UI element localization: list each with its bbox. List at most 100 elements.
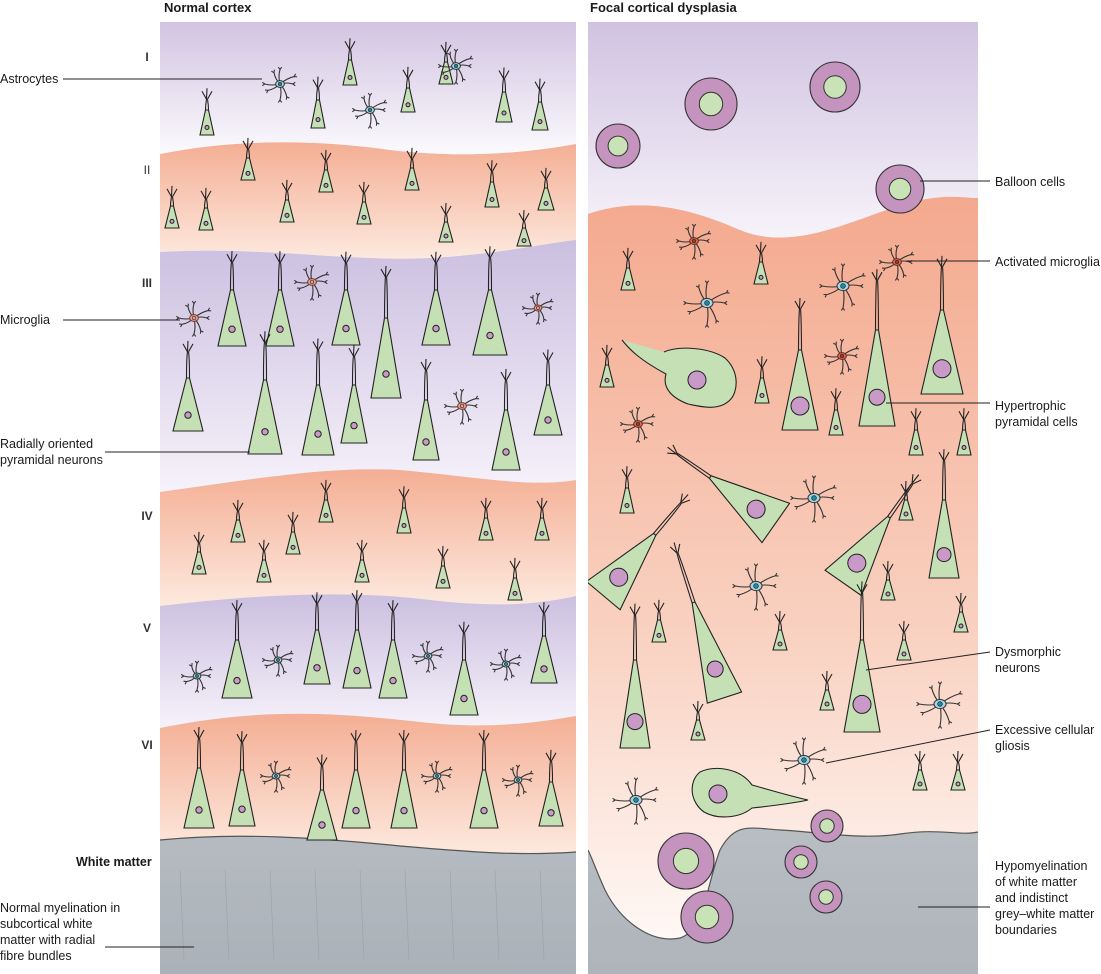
pyramidal-neuron <box>491 368 521 471</box>
reactive-astrocyte <box>612 777 659 825</box>
activated-microglia <box>676 223 712 260</box>
hypertrophic-pyramidal-cell <box>781 297 819 431</box>
reactive-astrocyte <box>790 475 837 523</box>
reactive-astrocyte <box>683 280 730 328</box>
pyramidal-neuron <box>256 539 272 583</box>
gliosis-leader <box>825 729 991 764</box>
pyramidal-neuron <box>819 670 835 711</box>
layer-label-1: I <box>145 50 149 64</box>
reactive-astrocyte <box>732 563 779 611</box>
pyramidal-neuron <box>908 408 924 456</box>
radial-fibre <box>494 869 500 961</box>
balloon-cell <box>809 61 861 113</box>
pyramidal-neuron <box>950 750 966 791</box>
pyramidal-neuron <box>164 185 180 229</box>
fcd-cells <box>588 61 972 944</box>
balloon-cell <box>875 164 925 214</box>
balloon-cell <box>680 890 734 944</box>
astrocyte <box>180 660 213 693</box>
pyramidal-neuron <box>449 621 479 716</box>
balloon-cell <box>809 880 843 914</box>
layer-label-5: V <box>142 621 151 635</box>
pyramidal-neuron <box>537 167 555 211</box>
pyramidal-neurons-label: Radially oriented pyramidal neurons <box>0 437 103 467</box>
reactive-astrocyte <box>819 263 866 311</box>
activated-microglia <box>824 338 860 375</box>
dysmorphic-neuron <box>843 581 881 733</box>
dysmorphic-neuron <box>619 603 651 749</box>
layer-label-2: II <box>143 163 151 177</box>
balloon-cell <box>595 123 641 169</box>
astrocyte <box>352 92 388 129</box>
pyramidal-neuron <box>507 557 523 601</box>
astrocyte <box>261 644 294 677</box>
pyramidal-neuron <box>495 67 513 123</box>
balloon-cell <box>810 809 844 843</box>
pyramidal-neuron <box>400 66 416 113</box>
hypertrophic-cells-label: Hypertrophic pyramidal cells <box>995 399 1078 429</box>
layer-1-band <box>160 22 576 155</box>
astrocyte <box>489 648 522 681</box>
activated-microglia <box>620 406 656 443</box>
pyramidal-neuron <box>303 592 331 685</box>
pyramidal-neuron <box>956 408 972 456</box>
pyramidal-neuron <box>191 531 207 575</box>
pyramidal-neuron <box>265 251 295 347</box>
normal-cortex-cells <box>164 38 564 961</box>
pyramidal-neuron <box>754 356 770 404</box>
pyramidal-neuron <box>342 38 358 86</box>
pyramidal-neuron <box>690 700 706 741</box>
radial-fibre <box>269 869 275 961</box>
dysmorphic-neurons-label: Dysmorphic neurons <box>995 645 1061 675</box>
fcd-white-matter-boundary <box>588 827 978 940</box>
fcd-disorganized-cortex <box>588 196 978 939</box>
fcd-title: Focal cortical dysplasia <box>590 0 737 15</box>
radial-fibre <box>539 869 545 961</box>
hypertrophic-pyramidal-cell <box>858 269 896 427</box>
white-matter-boundary <box>160 835 576 855</box>
pyramidal-neuron <box>306 754 338 841</box>
pyramidal-neuron <box>516 210 532 247</box>
pyramidal-neuron <box>340 345 368 444</box>
balloon-cell <box>657 832 715 890</box>
dysmorphic-neuron <box>621 339 737 408</box>
pyramidal-neuron <box>880 560 896 601</box>
radial-fibre <box>224 869 230 961</box>
pyramidal-neuron <box>772 610 788 651</box>
pyramidal-neuron <box>534 497 550 541</box>
microglia <box>521 292 554 325</box>
radial-fibre <box>449 869 455 961</box>
layer-2-band <box>160 142 576 259</box>
pyramidal-neuron <box>530 602 558 684</box>
pyramidal-neuron <box>331 251 361 346</box>
dysmorphic-neuron <box>667 444 791 544</box>
pyramidal-neuron <box>230 499 246 543</box>
normal-myelination-label: Normal myelination in subcortical white … <box>0 901 121 963</box>
pyramidal-neuron <box>478 497 494 541</box>
pyramidal-neuron <box>378 600 408 699</box>
pyramidal-neuron <box>438 202 454 243</box>
pyramidal-neuron <box>435 545 451 589</box>
microglia <box>444 388 480 425</box>
microglia <box>294 264 330 301</box>
pyramidal-neuron <box>619 466 635 514</box>
dysmorphic-leader <box>865 651 991 671</box>
radial-fibre <box>359 869 365 961</box>
pyramidal-neuron <box>285 511 301 555</box>
dysmorphic-neuron <box>824 474 922 597</box>
pyramidal-neuron <box>404 147 420 191</box>
radial-fibre <box>314 869 320 961</box>
astrocyte <box>501 764 534 797</box>
pyramidal-neuron <box>390 730 418 829</box>
pyramidal-neuron <box>221 600 253 699</box>
microglia <box>176 300 212 337</box>
pyramidal-neuron <box>651 599 667 643</box>
pyramidal-neuron <box>898 480 914 521</box>
pyramidal-neuron <box>247 331 283 455</box>
pyramidal-neuron <box>912 750 928 791</box>
pyramidal-neuron <box>301 338 335 456</box>
pyramidal-neuron <box>172 340 204 432</box>
leader-lines <box>63 78 991 948</box>
pyramidal-neuron <box>217 251 247 347</box>
